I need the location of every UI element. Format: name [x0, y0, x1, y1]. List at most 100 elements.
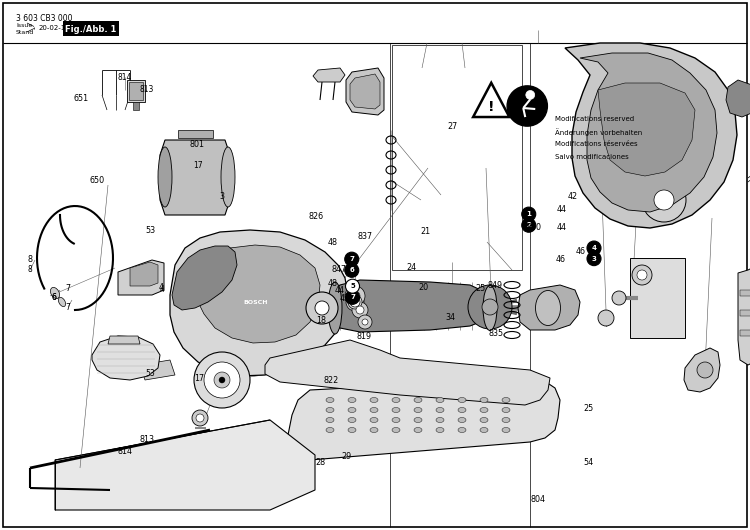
Text: 48: 48 — [327, 238, 338, 246]
Text: 42: 42 — [568, 192, 578, 200]
Text: 44: 44 — [334, 287, 345, 295]
Text: 25: 25 — [475, 284, 485, 293]
Polygon shape — [178, 130, 213, 138]
Text: 7: 7 — [66, 285, 70, 293]
Circle shape — [468, 285, 512, 329]
Circle shape — [632, 265, 652, 285]
Circle shape — [362, 319, 368, 325]
Ellipse shape — [436, 428, 444, 432]
Text: 20: 20 — [419, 283, 429, 292]
Circle shape — [204, 362, 240, 398]
Polygon shape — [350, 74, 380, 109]
Circle shape — [192, 410, 208, 426]
Circle shape — [346, 279, 359, 293]
Polygon shape — [140, 360, 175, 380]
Text: 835: 835 — [488, 329, 503, 338]
Polygon shape — [265, 340, 550, 405]
Polygon shape — [170, 230, 348, 376]
Text: 21: 21 — [420, 227, 430, 236]
Bar — [740, 290, 750, 296]
Text: 29: 29 — [341, 453, 352, 461]
Polygon shape — [118, 260, 164, 295]
Text: 7: 7 — [350, 294, 355, 301]
Polygon shape — [130, 262, 158, 286]
Polygon shape — [172, 246, 237, 310]
Text: 813: 813 — [140, 435, 154, 444]
Ellipse shape — [326, 418, 334, 422]
Polygon shape — [313, 68, 345, 82]
Ellipse shape — [502, 418, 510, 422]
Bar — [127, 80, 145, 102]
Ellipse shape — [480, 418, 488, 422]
Text: 6: 6 — [350, 267, 354, 273]
Circle shape — [196, 414, 204, 422]
Circle shape — [642, 178, 686, 222]
Text: 8: 8 — [28, 266, 32, 275]
Text: !: ! — [488, 100, 494, 114]
Polygon shape — [565, 43, 737, 228]
Circle shape — [482, 299, 498, 315]
Polygon shape — [92, 336, 160, 380]
Polygon shape — [726, 80, 750, 117]
Ellipse shape — [502, 408, 510, 412]
Circle shape — [654, 190, 674, 210]
Circle shape — [345, 263, 358, 277]
Ellipse shape — [414, 398, 422, 402]
Text: 822: 822 — [323, 376, 338, 385]
Text: Issue: Issue — [16, 23, 32, 28]
Circle shape — [356, 306, 364, 314]
Circle shape — [345, 252, 358, 266]
Bar — [740, 330, 750, 336]
Text: 819: 819 — [357, 332, 372, 341]
Text: 650: 650 — [90, 176, 105, 185]
Circle shape — [348, 295, 362, 309]
Text: 849: 849 — [488, 281, 502, 290]
Text: 43: 43 — [339, 294, 350, 303]
Text: 5: 5 — [350, 283, 355, 289]
Bar — [630, 258, 685, 338]
Text: 804: 804 — [530, 495, 545, 504]
Text: 8: 8 — [28, 255, 32, 263]
Polygon shape — [160, 140, 230, 215]
Circle shape — [345, 286, 365, 306]
Circle shape — [526, 91, 535, 99]
Text: Modifications réservées: Modifications réservées — [555, 141, 638, 147]
Ellipse shape — [458, 428, 466, 432]
Text: 48: 48 — [327, 279, 338, 288]
Ellipse shape — [221, 147, 235, 207]
Text: Salvo modificaciones: Salvo modificaciones — [555, 154, 628, 160]
Text: 4: 4 — [592, 245, 596, 251]
Text: 44: 44 — [556, 224, 567, 232]
Ellipse shape — [458, 418, 466, 422]
Ellipse shape — [326, 408, 334, 412]
Text: 2: 2 — [526, 222, 531, 228]
Bar — [740, 310, 750, 316]
Text: 847: 847 — [332, 266, 346, 274]
Ellipse shape — [414, 418, 422, 422]
Ellipse shape — [50, 287, 59, 298]
Circle shape — [219, 377, 225, 383]
Text: 53: 53 — [145, 226, 155, 235]
Polygon shape — [330, 280, 490, 332]
Ellipse shape — [348, 408, 356, 412]
Text: 813: 813 — [140, 85, 154, 94]
Text: 25: 25 — [583, 404, 593, 412]
Circle shape — [346, 290, 359, 304]
Text: 4: 4 — [160, 286, 164, 295]
Text: 17: 17 — [194, 374, 204, 383]
Ellipse shape — [348, 398, 356, 402]
Text: BOSCH: BOSCH — [244, 299, 268, 305]
Text: 4: 4 — [159, 283, 164, 292]
Ellipse shape — [370, 398, 378, 402]
Circle shape — [346, 293, 364, 311]
Text: 837: 837 — [358, 233, 373, 241]
Text: 7: 7 — [65, 303, 70, 312]
Text: 20-02-13: 20-02-13 — [39, 25, 70, 31]
Ellipse shape — [436, 398, 444, 402]
Ellipse shape — [436, 408, 444, 412]
Ellipse shape — [436, 418, 444, 422]
Circle shape — [315, 301, 329, 315]
Circle shape — [306, 292, 338, 324]
Ellipse shape — [458, 398, 466, 402]
Text: 27: 27 — [448, 122, 458, 130]
